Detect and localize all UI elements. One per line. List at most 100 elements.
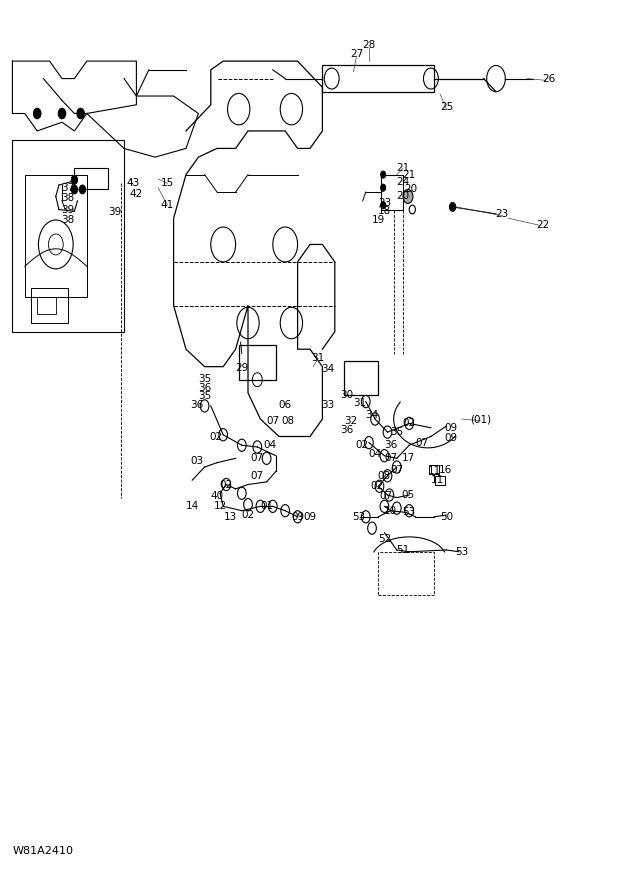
Text: 51: 51 (396, 545, 410, 555)
Text: 09: 09 (445, 433, 458, 443)
Circle shape (237, 439, 246, 451)
Text: 16: 16 (438, 464, 452, 475)
Text: 28: 28 (362, 40, 376, 51)
Text: 53: 53 (455, 546, 469, 557)
Text: 11: 11 (427, 466, 441, 477)
Circle shape (392, 502, 401, 514)
Circle shape (71, 175, 78, 184)
Circle shape (450, 203, 456, 211)
Circle shape (281, 505, 290, 517)
Text: W81A2410: W81A2410 (12, 846, 73, 856)
Bar (74, 168, 108, 189)
Text: 39: 39 (108, 207, 122, 217)
Text: 20: 20 (396, 190, 410, 201)
Text: 53: 53 (402, 507, 416, 518)
Bar (435, 476, 445, 485)
Text: 21: 21 (396, 162, 410, 173)
Text: 07: 07 (415, 437, 428, 448)
Text: 39: 39 (61, 204, 75, 215)
Text: 20: 20 (404, 183, 418, 194)
Text: 03: 03 (190, 456, 204, 466)
Text: 12: 12 (213, 501, 227, 512)
Circle shape (365, 436, 373, 449)
Text: 31: 31 (353, 398, 366, 409)
Bar (37, 297, 56, 314)
Bar (12, 140, 124, 332)
Text: 09: 09 (445, 423, 458, 433)
Circle shape (361, 511, 370, 523)
Text: 07: 07 (384, 453, 397, 464)
Text: 09: 09 (303, 512, 317, 522)
Text: 34: 34 (365, 409, 379, 420)
Text: 04: 04 (368, 449, 382, 459)
Bar (322, 65, 434, 92)
Text: 34: 34 (321, 364, 334, 375)
Text: 36: 36 (198, 382, 211, 393)
Circle shape (58, 108, 66, 119)
Text: 07: 07 (266, 416, 280, 426)
Text: 11: 11 (431, 475, 445, 485)
Text: 08: 08 (281, 416, 295, 426)
Circle shape (371, 413, 379, 425)
Circle shape (71, 185, 78, 194)
Bar (381, 175, 403, 210)
Circle shape (403, 189, 413, 203)
Text: 09: 09 (291, 512, 304, 522)
Circle shape (375, 480, 384, 492)
Text: 40: 40 (210, 491, 224, 501)
Text: 21: 21 (402, 169, 416, 180)
Text: 06: 06 (278, 400, 292, 410)
Circle shape (405, 417, 414, 430)
Text: 22: 22 (536, 220, 549, 230)
Circle shape (200, 400, 209, 412)
Text: 02: 02 (209, 431, 223, 442)
Text: 35: 35 (390, 427, 404, 437)
Text: 23: 23 (495, 209, 509, 219)
Text: 36: 36 (384, 440, 397, 450)
Text: 52: 52 (378, 533, 391, 544)
Text: 24: 24 (396, 176, 410, 187)
Circle shape (385, 489, 394, 501)
Text: 17: 17 (401, 453, 415, 464)
Text: 02: 02 (370, 481, 384, 491)
Text: 10: 10 (384, 505, 397, 516)
Bar (429, 465, 439, 474)
Circle shape (262, 452, 271, 464)
Text: 30: 30 (340, 389, 354, 400)
Text: 15: 15 (161, 178, 174, 189)
Text: 02: 02 (241, 510, 255, 520)
Circle shape (368, 522, 376, 534)
Circle shape (253, 441, 262, 453)
Circle shape (381, 202, 386, 209)
Text: 07: 07 (250, 471, 264, 481)
Circle shape (381, 184, 386, 191)
Circle shape (237, 487, 246, 499)
Text: 53: 53 (352, 512, 365, 522)
Circle shape (380, 450, 389, 462)
Text: 35: 35 (198, 374, 211, 384)
Text: 35: 35 (198, 391, 211, 402)
Circle shape (33, 108, 41, 119)
Circle shape (256, 500, 265, 512)
Text: 26: 26 (542, 73, 556, 84)
Text: 25: 25 (440, 101, 453, 112)
Bar (31, 288, 68, 323)
Text: 33: 33 (321, 400, 334, 410)
Text: 29: 29 (235, 362, 249, 373)
Text: 41: 41 (161, 200, 174, 210)
Text: 05: 05 (401, 490, 415, 500)
Text: 38: 38 (61, 193, 75, 203)
Circle shape (77, 108, 84, 119)
Circle shape (79, 185, 86, 194)
Text: 07: 07 (379, 491, 393, 501)
Text: 27: 27 (350, 49, 363, 59)
Text: 36: 36 (340, 424, 354, 435)
Circle shape (244, 498, 252, 511)
Circle shape (268, 500, 277, 512)
Text: 18: 18 (378, 206, 391, 217)
Circle shape (361, 395, 370, 408)
Circle shape (405, 505, 414, 517)
Circle shape (222, 478, 231, 491)
Bar (25, 175, 87, 297)
Circle shape (219, 429, 228, 441)
